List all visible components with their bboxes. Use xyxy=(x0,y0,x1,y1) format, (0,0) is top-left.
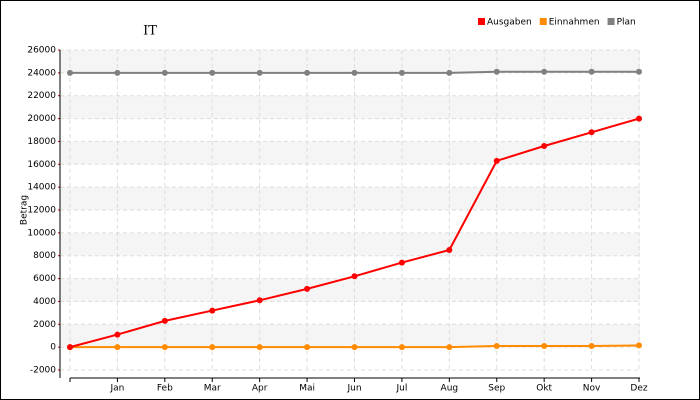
point xyxy=(636,115,642,122)
point xyxy=(161,344,168,351)
point xyxy=(446,247,453,253)
legend-swatch xyxy=(478,18,485,25)
grid-band xyxy=(60,50,640,73)
y-tick-label: 14000 xyxy=(27,183,56,193)
point xyxy=(588,68,595,75)
x-tick-label: Apr xyxy=(252,384,268,394)
grid-band xyxy=(60,95,640,119)
point xyxy=(588,129,595,136)
x-tick-label: Jun xyxy=(346,384,361,394)
x-tick-label: Aug xyxy=(441,384,459,394)
y-tick-label: -2000 xyxy=(30,366,56,376)
point xyxy=(446,344,453,351)
point xyxy=(114,344,121,351)
point xyxy=(493,68,500,75)
chart-title: IT xyxy=(143,24,157,39)
point xyxy=(493,343,500,349)
point xyxy=(161,317,168,324)
point xyxy=(304,285,311,292)
x-tick-label: Nov xyxy=(583,384,601,394)
grid-band xyxy=(60,232,640,256)
y-tick-label: 22000 xyxy=(27,91,56,101)
y-tick-label: 12000 xyxy=(27,206,56,216)
point xyxy=(256,344,263,351)
point xyxy=(398,69,405,76)
point xyxy=(493,157,500,164)
y-tick-label: 6000 xyxy=(33,274,56,284)
x-tick-label: Mar xyxy=(204,384,221,394)
point xyxy=(256,69,263,76)
point xyxy=(541,143,548,149)
legend-swatch xyxy=(539,18,547,25)
grid-band xyxy=(60,187,640,210)
y-tick-label: 16000 xyxy=(27,160,56,170)
y-tick-label: 24000 xyxy=(27,68,56,78)
point xyxy=(636,68,642,75)
point xyxy=(351,69,358,76)
point xyxy=(114,69,121,76)
grid-band xyxy=(60,141,640,165)
legend-swatch xyxy=(607,18,615,25)
x-tick-label: Mai xyxy=(299,384,315,394)
y-tick-label: 18000 xyxy=(27,137,56,147)
grid-band xyxy=(60,278,640,302)
y-tick-label: 0 xyxy=(50,343,56,353)
point xyxy=(351,273,358,280)
point xyxy=(446,69,453,76)
point xyxy=(398,344,405,351)
point xyxy=(636,342,642,349)
point xyxy=(67,69,73,76)
y-tick-label: 4000 xyxy=(33,297,56,307)
point xyxy=(209,69,216,76)
point xyxy=(209,307,216,314)
point xyxy=(398,259,405,266)
point xyxy=(351,344,358,351)
point xyxy=(541,343,548,349)
x-tick-label: Feb xyxy=(157,384,173,394)
y-tick-label: 26000 xyxy=(27,46,56,56)
point xyxy=(161,69,168,76)
point xyxy=(67,344,73,351)
y-tick-label: 10000 xyxy=(27,228,56,238)
y-tick-label: 2000 xyxy=(33,320,56,330)
legend-label: Ausgaben xyxy=(487,18,532,28)
point xyxy=(256,297,263,304)
point xyxy=(114,331,121,338)
y-axis-label: Betrag xyxy=(20,195,30,225)
legend-label: Einnahmen xyxy=(549,18,600,28)
x-tick-label: Jan xyxy=(109,384,124,394)
y-tick-label: 8000 xyxy=(33,251,56,261)
point xyxy=(209,344,216,351)
x-tick-label: Jul xyxy=(395,384,407,394)
point xyxy=(304,344,311,351)
x-tick-label: Dez xyxy=(630,384,647,394)
grid-band xyxy=(60,324,640,348)
legend-label: Plan xyxy=(617,18,636,28)
x-tick-label: Okt xyxy=(536,384,552,394)
point xyxy=(588,343,595,349)
x-tick-label: Sep xyxy=(488,384,505,394)
point xyxy=(541,68,548,75)
point xyxy=(304,69,311,76)
y-tick-label: 20000 xyxy=(27,114,56,124)
